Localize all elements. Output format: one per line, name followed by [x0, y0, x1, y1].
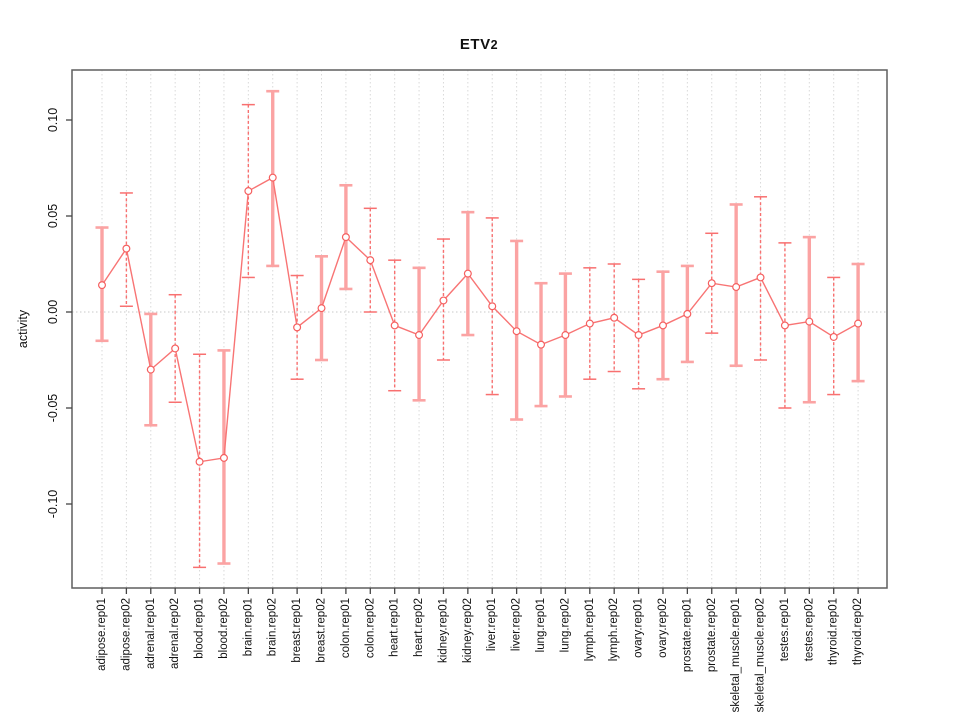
- plot-frame-layer: [71, 69, 888, 589]
- x-tick-label: blood.rep01: [194, 598, 206, 659]
- data-point-marker: [415, 331, 424, 340]
- series-line-layer: [101, 176, 859, 463]
- data-point-marker: [780, 321, 789, 330]
- data-point-marker: [610, 313, 619, 322]
- x-tick-label: colon.rep02: [364, 598, 376, 658]
- chart-title-sub: 2: [491, 38, 498, 52]
- x-tick-label: blood.rep02: [218, 598, 230, 659]
- x-tick-label: thyroid.rep01: [828, 598, 840, 665]
- x-tick-label: brain.rep02: [267, 598, 279, 656]
- data-point-marker: [390, 321, 399, 330]
- x-tick-label: lymph.rep02: [608, 598, 620, 661]
- x-tick-label: adrenal.rep02: [169, 598, 181, 669]
- data-point-marker: [171, 344, 180, 353]
- data-point-marker: [97, 281, 106, 290]
- y-tick-label: -0.05: [46, 394, 60, 423]
- axis-ticks-layer: [66, 119, 859, 594]
- data-point-marker: [244, 187, 253, 196]
- series-line: [101, 176, 859, 463]
- x-tick-label: liver.rep02: [511, 598, 523, 651]
- x-tick-label: adipose.rep02: [120, 598, 132, 671]
- y-tick-label: -0.10: [46, 490, 60, 519]
- data-point-marker: [854, 319, 863, 328]
- data-point-marker: [488, 302, 497, 311]
- data-point-marker: [195, 457, 204, 466]
- x-tick-label: prostate.rep02: [706, 598, 718, 672]
- data-point-marker: [366, 256, 375, 265]
- data-point-marker: [756, 273, 765, 282]
- data-point-marker: [585, 319, 594, 328]
- plot-frame: [71, 69, 888, 589]
- x-tick-label: ovary.rep01: [633, 598, 645, 658]
- data-point-marker: [537, 340, 546, 349]
- data-point-marker: [658, 321, 667, 330]
- y-tick-label: 0.00: [46, 300, 60, 324]
- x-tick-label: colon.rep01: [340, 598, 352, 658]
- gridlines-layer: [72, 70, 887, 588]
- x-tick-label: brain.rep01: [242, 598, 254, 656]
- x-tick-label: skeletal_muscle.rep01: [730, 598, 742, 712]
- error-bars-layer: [95, 89, 865, 569]
- data-point-marker: [439, 296, 448, 305]
- x-tick-label: liver.rep01: [486, 598, 498, 651]
- y-tick-label: 0.05: [46, 204, 60, 228]
- x-tick-label: kidney.rep01: [437, 598, 449, 663]
- data-point-marker: [683, 309, 692, 318]
- data-point-marker: [561, 331, 570, 340]
- x-tick-label: lung.rep02: [559, 598, 571, 652]
- data-point-marker: [829, 332, 838, 341]
- x-tick-label: thyroid.rep02: [852, 598, 864, 665]
- data-point-marker: [146, 365, 155, 374]
- x-tick-label: breast.rep01: [291, 598, 303, 663]
- data-point-marker: [219, 453, 228, 462]
- data-point-marker: [341, 233, 350, 242]
- data-points-layer: [97, 173, 863, 466]
- data-point-marker: [732, 283, 741, 292]
- tick-labels-layer: 0.10 0.05 0.00 -0.05 -0.10 adipose.rep01 adipo…: [46, 108, 864, 713]
- x-tick-label: testes.rep01: [779, 598, 791, 661]
- x-tick-label: kidney.rep02: [462, 598, 474, 663]
- data-point-marker: [293, 323, 302, 332]
- x-tick-label: adrenal.rep01: [145, 598, 157, 669]
- x-tick-label: testes.rep02: [803, 598, 815, 661]
- x-tick-label: heart.rep02: [413, 598, 425, 657]
- x-tick-label: lymph.rep01: [584, 598, 596, 661]
- x-tick-label: breast.rep02: [316, 598, 328, 663]
- x-tick-label: ovary.rep02: [657, 598, 669, 658]
- data-point-marker: [634, 331, 643, 340]
- data-point-marker: [805, 317, 814, 326]
- y-axis-label: activity: [16, 309, 30, 348]
- x-tick-label: prostate.rep01: [681, 598, 693, 672]
- data-point-marker: [122, 244, 131, 253]
- data-point-marker: [317, 304, 326, 313]
- data-point-marker: [707, 279, 716, 288]
- data-point-marker: [268, 173, 277, 182]
- chart-title: ETV2: [460, 36, 498, 53]
- x-tick-label: skeletal_muscle.rep02: [755, 598, 767, 712]
- x-tick-label: adipose.rep01: [96, 598, 108, 671]
- x-tick-label: lung.rep01: [535, 598, 547, 652]
- chart-title-main: ETV: [460, 36, 491, 53]
- data-point-marker: [463, 269, 472, 278]
- x-tick-label: heart.rep01: [389, 598, 401, 657]
- data-point-marker: [512, 327, 521, 336]
- y-tick-label: 0.10: [46, 108, 60, 132]
